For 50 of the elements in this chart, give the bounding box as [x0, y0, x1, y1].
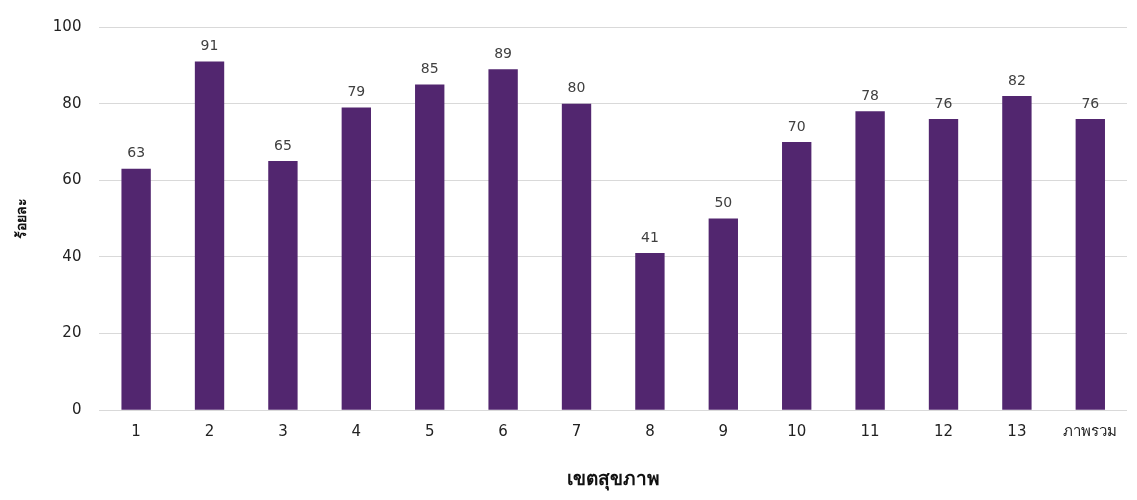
x-tick-label: 9	[718, 421, 729, 440]
data-label: 82	[1007, 71, 1026, 88]
bar	[635, 253, 665, 410]
bar	[341, 107, 371, 410]
y-tick-label: 20	[62, 323, 82, 342]
data-label: 63	[127, 144, 146, 161]
x-tick-label: 13	[1007, 421, 1027, 440]
x-tick-label: ภาพรวม	[1063, 421, 1118, 440]
y-tick-label: 100	[52, 16, 82, 35]
data-label: 89	[494, 44, 513, 61]
x-tick-label: 12	[933, 421, 954, 440]
data-label: 41	[641, 228, 659, 245]
bar	[194, 61, 225, 410]
bar	[121, 168, 151, 410]
x-tick-label: 2	[204, 421, 215, 440]
data-label: 91	[200, 37, 219, 54]
data-label: 70	[787, 117, 806, 134]
data-label: 50	[714, 194, 733, 211]
data-label: 85	[420, 60, 439, 77]
bar	[1075, 118, 1105, 410]
bar	[415, 84, 445, 410]
y-tick-label: 60	[62, 170, 82, 189]
data-label: 80	[567, 79, 586, 96]
bar	[855, 111, 885, 410]
bar	[708, 218, 738, 410]
bar	[561, 103, 592, 410]
x-tick-label: 5	[424, 421, 435, 440]
data-label: 78	[861, 86, 880, 103]
bar	[268, 161, 298, 410]
data-label: 76	[934, 94, 953, 111]
x-tick-label: 6	[498, 421, 508, 440]
x-tick-label: 3	[278, 421, 288, 440]
x-tick-label: 8	[645, 421, 655, 440]
x-tick-label: 10	[787, 421, 807, 440]
x-tick-label: 4	[351, 421, 362, 440]
x-tick-label: 7	[571, 421, 582, 440]
data-label: 76	[1081, 94, 1100, 111]
y-tick-label: 80	[62, 93, 82, 112]
x-axis-title: เขตสุขภาพ	[566, 466, 660, 491]
x-tick-label: 11	[860, 421, 880, 440]
data-label: 65	[274, 136, 292, 153]
bar	[928, 118, 959, 410]
bar	[782, 141, 812, 410]
y-tick-label: 0	[71, 400, 82, 419]
y-tick-label: 40	[62, 246, 82, 265]
x-tick-label: 1	[131, 421, 141, 440]
bar	[1002, 95, 1032, 410]
bar	[488, 69, 518, 410]
data-label: 79	[347, 83, 366, 100]
y-axis-title: ร้อยละ	[13, 198, 30, 240]
